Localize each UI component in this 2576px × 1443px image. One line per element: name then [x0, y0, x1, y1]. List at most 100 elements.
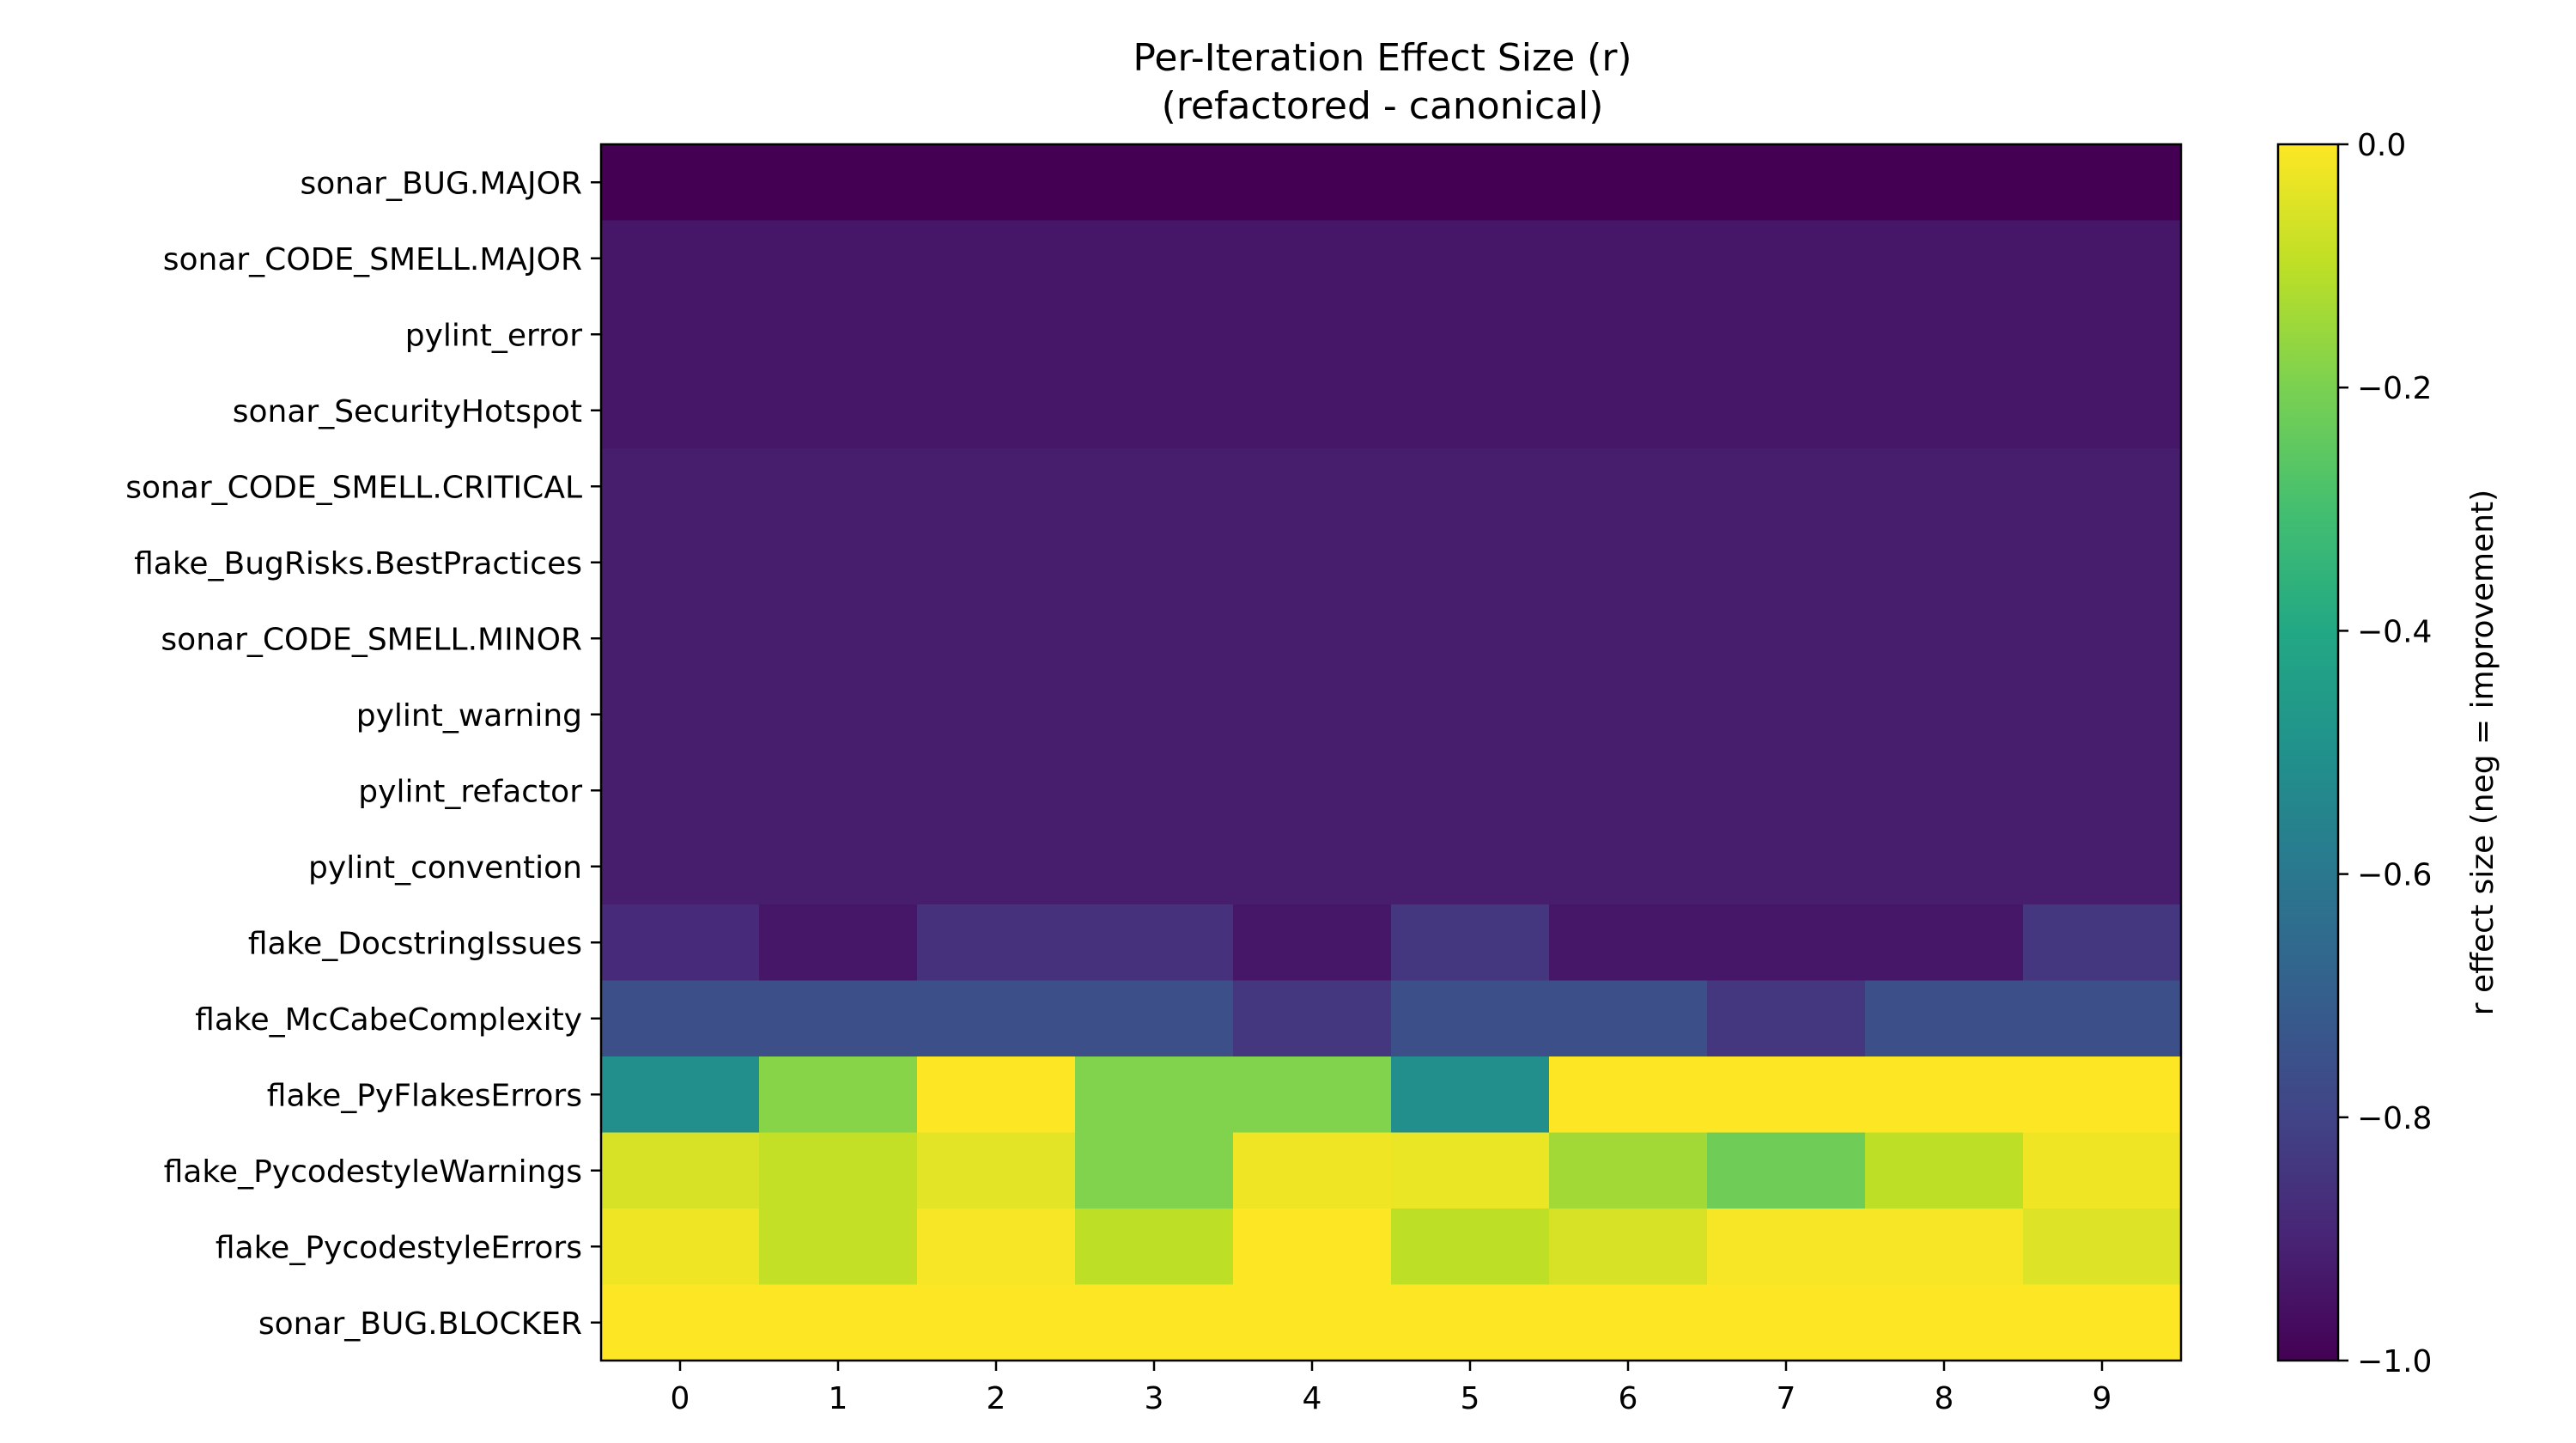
heatmap-cell: [2023, 752, 2182, 830]
heatmap-cell: [601, 600, 760, 678]
heatmap-cell: [2023, 524, 2182, 601]
y-tick-label: pylint_warning: [356, 698, 582, 734]
heatmap-cell: [1865, 600, 2024, 678]
heatmap-cell: [2023, 1132, 2182, 1209]
heatmap-cell: [1233, 372, 1392, 449]
heatmap-cell: [759, 144, 918, 222]
colorbar-tick-label: −1.0: [2357, 1344, 2432, 1379]
heatmap-cell: [1391, 1284, 1550, 1361]
heatmap-cell: [759, 1056, 918, 1134]
heatmap-cell: [1391, 1132, 1550, 1209]
heatmap-cell: [1707, 448, 1866, 526]
y-tick-label: sonar_CODE_SMELL.MAJOR: [163, 242, 582, 277]
heatmap-cell: [2023, 904, 2182, 982]
x-tick-label: 5: [1461, 1381, 1480, 1416]
heatmap-cell: [1233, 524, 1392, 601]
heatmap-cell: [917, 448, 1076, 526]
heatmap-cell: [1865, 296, 2024, 374]
x-tick-label: 3: [1145, 1381, 1164, 1416]
heatmap-cell: [759, 1284, 918, 1361]
heatmap-cell: [1391, 752, 1550, 830]
heatmap-cell: [2023, 220, 2182, 297]
heatmap-cell: [2023, 600, 2182, 678]
heatmap-cell: [1549, 752, 1708, 830]
heatmap-cell: [601, 752, 760, 830]
colorbar-tick-label: −0.4: [2357, 614, 2432, 649]
x-tick-label: 1: [829, 1381, 848, 1416]
heatmap-cell: [917, 220, 1076, 297]
y-tick-label: pylint_convention: [308, 850, 582, 886]
heatmap-cell: [759, 296, 918, 374]
colorbar-tick-label: −0.6: [2357, 858, 2432, 893]
heatmap-cell: [1549, 676, 1708, 753]
heatmap-cell: [1707, 1056, 1866, 1134]
y-tick-label: flake_McCabeComplexity: [195, 1002, 582, 1038]
heatmap-cell: [2023, 676, 2182, 753]
heatmap-cell: [601, 448, 760, 526]
heatmap-cell: [917, 144, 1076, 222]
heatmap-cell: [1707, 828, 1866, 905]
heatmap-cell: [1233, 448, 1392, 526]
heatmap-cell: [917, 600, 1076, 678]
heatmap-cell: [1391, 828, 1550, 905]
heatmap-cell: [1391, 1056, 1550, 1134]
x-tick-label: 7: [1777, 1381, 1796, 1416]
heatmap-cell: [1391, 600, 1550, 678]
heatmap-cell: [1233, 904, 1392, 982]
heatmap-cell: [1707, 752, 1866, 830]
plot-frame: [599, 143, 2183, 1362]
y-tick-label: flake_PycodestyleErrors: [216, 1230, 582, 1265]
y-tick-label: pylint_refactor: [358, 774, 582, 809]
heatmap-cell: [1707, 372, 1866, 449]
heatmap-cell: [601, 980, 760, 1057]
heatmap-cell: [1391, 372, 1550, 449]
heatmap-cell: [1865, 448, 2024, 526]
heatmap-cell: [1233, 980, 1392, 1057]
heatmap-cell: [1233, 296, 1392, 374]
heatmap-cell: [1707, 220, 1866, 297]
heatmap-cell: [1549, 828, 1708, 905]
heatmap-cell: [1391, 144, 1550, 222]
heatmap-cell: [759, 372, 918, 449]
heatmap-cell: [917, 904, 1076, 982]
chart-title-line1: Per-Iteration Effect Size (r): [1133, 36, 1631, 80]
heatmap-cell: [759, 752, 918, 830]
heatmap-cell: [1233, 676, 1392, 753]
heatmap-cell: [1233, 1132, 1392, 1209]
heatmap-cell: [1391, 296, 1550, 374]
y-axis: sonar_BUG.MAJOR sonar_CODE_SMELL.MAJORpyl…: [125, 166, 601, 1342]
heatmap-cell: [917, 1056, 1076, 1134]
heatmap-cell: [1865, 676, 2024, 753]
heatmap-cell: [1391, 676, 1550, 753]
heatmap-cell: [1075, 448, 1234, 526]
heatmap-cell: [1865, 904, 2024, 982]
heatmap-cell: [1391, 904, 1550, 982]
heatmap-cell: [1707, 144, 1866, 222]
y-tick-label: flake_PyFlakesErrors: [267, 1078, 582, 1113]
heatmap-cell: [1075, 524, 1234, 601]
heatmap-cell: [1865, 752, 2024, 830]
heatmap-cell: [1233, 1056, 1392, 1134]
heatmap-cell: [1549, 600, 1708, 678]
heatmap-cell: [1707, 296, 1866, 374]
heatmap-cell: [1549, 448, 1708, 526]
heatmap-cell: [1865, 220, 2024, 297]
heatmap-cell: [1865, 980, 2024, 1057]
heatmap-cell: [1707, 904, 1866, 982]
heatmap-cell: [759, 1132, 918, 1209]
heatmap-cell: [2023, 144, 2182, 222]
heatmap-cell: [759, 1209, 918, 1286]
heatmap-cell: [2023, 1056, 2182, 1134]
x-tick-label: 6: [1619, 1381, 1638, 1416]
heatmap-cell: [2023, 372, 2182, 449]
heatmap-cell: [1707, 1284, 1866, 1361]
heatmap-cell: [1707, 676, 1866, 753]
y-tick-label: flake_PycodestyleWarnings: [164, 1154, 582, 1190]
heatmap-cell: [1549, 1056, 1708, 1134]
heatmap-cell: [601, 220, 760, 297]
heatmap-cell: [917, 676, 1076, 753]
heatmap-cell: [917, 980, 1076, 1057]
heatmap-cell: [2023, 296, 2182, 374]
heatmap-cell: [1549, 372, 1708, 449]
